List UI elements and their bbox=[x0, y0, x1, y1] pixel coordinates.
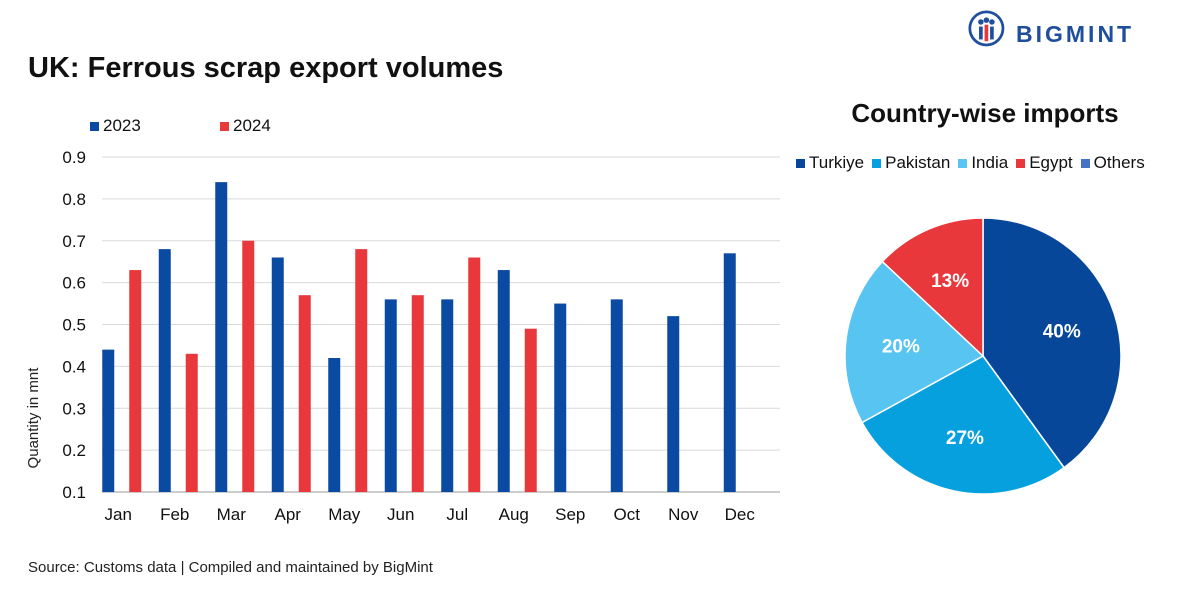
bar-2023-sep bbox=[554, 303, 567, 492]
pie-legend-pakistan: Pakistan bbox=[872, 153, 950, 173]
bar-2023-aug bbox=[497, 270, 510, 492]
x-tick-label-dec: Dec bbox=[725, 505, 756, 524]
pie-swatch-pakistan bbox=[872, 158, 882, 168]
bar-2023-nov bbox=[667, 316, 680, 492]
bar-2024-jul bbox=[468, 257, 481, 492]
pie-legend-others: Others bbox=[1080, 153, 1145, 173]
y-tick-label: 0.9 bbox=[62, 148, 86, 167]
pie-label-turkiye: 40% bbox=[1043, 321, 1081, 342]
legend-label-2024: 2024 bbox=[233, 116, 271, 135]
y-axis-label: Quantity in mnt bbox=[25, 367, 42, 469]
y-tick-label: 0.4 bbox=[62, 357, 86, 376]
y-tick-label: 0.5 bbox=[62, 316, 86, 335]
pie-legend-label-turkiye: Turkiye bbox=[809, 153, 865, 172]
bar-2024-mar bbox=[242, 240, 255, 492]
pie-slice-egypt bbox=[881, 217, 984, 358]
bar-2023-apr bbox=[271, 257, 284, 492]
legend-swatch-2024 bbox=[220, 121, 229, 131]
pie-legend-turkiye: Turkiye bbox=[796, 153, 864, 173]
pie-legend-label-pakistan: Pakistan bbox=[885, 153, 951, 172]
pie-label-india: 20% bbox=[882, 337, 920, 358]
source-note: Source: Customs data | Compiled and main… bbox=[28, 559, 433, 576]
x-tick-label-mar: Mar bbox=[217, 505, 247, 524]
pie-legend: Turkiye Pakistan India Egypt Others bbox=[796, 153, 1145, 173]
bar-2024-aug bbox=[524, 328, 537, 492]
bar-2023-jan bbox=[102, 349, 115, 492]
y-tick-label: 0.3 bbox=[62, 399, 86, 418]
pie-legend-label-others: Others bbox=[1093, 153, 1145, 172]
pie-legend-label-egypt: Egypt bbox=[1029, 153, 1073, 172]
y-tick-label: 0.2 bbox=[62, 441, 86, 460]
y-tick-label: 0.7 bbox=[62, 232, 86, 251]
y-tick-label: 0.8 bbox=[62, 190, 86, 209]
pie-chart: 40% 27% 20% 13% bbox=[844, 217, 1122, 495]
pie-title: Country-wise imports bbox=[851, 98, 1119, 128]
pie-slice-pakistan bbox=[861, 355, 1066, 495]
bar-2023-mar bbox=[215, 182, 228, 492]
pie-label-egypt: 13% bbox=[931, 271, 969, 292]
x-tick-label-may: May bbox=[328, 505, 361, 524]
bar-2024-jan bbox=[129, 270, 142, 492]
pie-swatch-india bbox=[958, 158, 968, 168]
pie-slice-india bbox=[844, 260, 985, 424]
pie-legend-egypt: Egypt bbox=[1016, 153, 1073, 173]
bigmint-logo bbox=[968, 10, 1005, 47]
y-tick-label: 0.6 bbox=[62, 274, 86, 293]
x-tick-label-feb: Feb bbox=[160, 505, 189, 524]
bar-2023-feb bbox=[158, 249, 171, 492]
legend-swatch-2023 bbox=[90, 121, 99, 131]
bar-2023-may bbox=[328, 358, 341, 492]
pie-swatch-others bbox=[1080, 158, 1090, 168]
pie-swatch-turkiye bbox=[796, 158, 805, 168]
pie-label-pakistan: 27% bbox=[946, 428, 984, 449]
chart-title: UK: Ferrous scrap export volumes bbox=[28, 52, 504, 84]
bar-2024-may bbox=[355, 249, 368, 492]
y-tick-label: 0.1 bbox=[62, 483, 86, 502]
x-tick-label-jun: Jun bbox=[387, 505, 414, 524]
bar-2023-jul bbox=[441, 299, 454, 492]
legend-item-2023: 2023 bbox=[90, 116, 141, 136]
x-tick-label-apr: Apr bbox=[275, 505, 302, 524]
bar-2024-apr bbox=[298, 295, 311, 492]
bar-2023-oct bbox=[610, 299, 623, 492]
brand-name: BIGMINT bbox=[1016, 21, 1135, 47]
bar-chart: 0.1 0.2 0.3 0.4 0.5 0.6 0.7 0.8 0.9 Jan Feb Mar Apr… bbox=[25, 148, 780, 524]
bar-2023-jun bbox=[384, 299, 397, 492]
bar-2023-dec bbox=[723, 253, 736, 492]
bar-2024-jun bbox=[411, 295, 424, 492]
legend-label-2023: 2023 bbox=[103, 116, 141, 135]
pie-legend-label-india: India bbox=[971, 153, 1009, 172]
x-tick-label-sep: Sep bbox=[555, 505, 585, 524]
pie-swatch-egypt bbox=[1016, 158, 1026, 168]
legend-item-2024: 2024 bbox=[220, 116, 271, 136]
x-tick-label-oct: Oct bbox=[614, 505, 641, 524]
x-tick-label-nov: Nov bbox=[668, 505, 699, 524]
pie-slice-turkiye bbox=[982, 217, 1122, 469]
x-tick-label-jul: Jul bbox=[446, 505, 468, 524]
bar-2024-feb bbox=[185, 353, 198, 492]
x-tick-label-aug: Aug bbox=[499, 505, 529, 524]
x-tick-label-jan: Jan bbox=[105, 505, 132, 524]
pie-legend-india: India bbox=[958, 153, 1008, 173]
